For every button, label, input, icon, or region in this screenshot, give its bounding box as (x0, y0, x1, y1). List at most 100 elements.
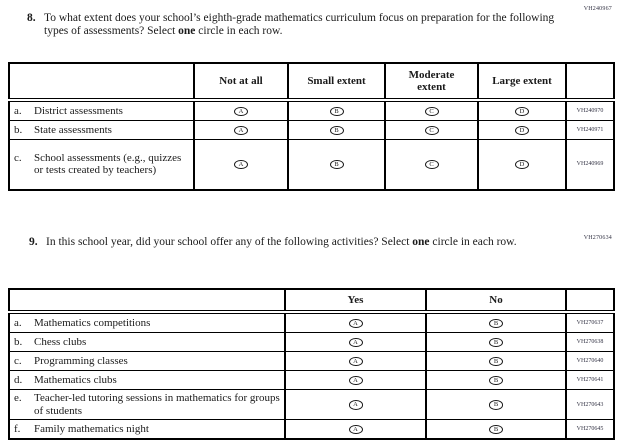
question-9-bold-word: one (412, 236, 430, 248)
table-row: c. Programming classes A B VH270640 (8, 351, 615, 371)
answer-bubble-b[interactable]: B (329, 125, 344, 136)
row-label: a. District assessments (14, 105, 191, 118)
row-label-text: School assessments (e.g., quizzes or tes… (34, 151, 182, 177)
row-label-text: State assessments (34, 123, 112, 136)
answer-bubble-cell: D (477, 99, 567, 121)
answer-bubble-cell: A (284, 419, 427, 440)
answer-bubble-b[interactable]: B (489, 356, 503, 367)
answer-bubble-a[interactable]: A (348, 318, 363, 329)
code-column-header (565, 62, 615, 102)
row-label-cell: a. Mathematics competitions (8, 311, 286, 333)
row-letter: d. (14, 373, 23, 386)
header-row: Not at all Small extent Moderate extent Lar… (8, 62, 615, 102)
row-label-cell: b. Chess clubs (8, 332, 286, 352)
column-header: Small extent (287, 62, 386, 102)
table-row: f. Family mathematics night A B VH270645 (8, 419, 615, 440)
row-vh-code: VH270640 (565, 351, 615, 371)
question-9-number: 9. (29, 236, 38, 248)
answer-bubble-a[interactable]: A (234, 125, 248, 136)
answer-bubble-b[interactable]: B (329, 106, 344, 117)
row-letter: b. (14, 335, 23, 348)
answer-bubble-cell: C (384, 120, 479, 140)
row-label: d. Mathematics clubs (14, 374, 282, 387)
table-row: b. State assessments A B C D VH240971 (8, 120, 615, 140)
q9-answer-table: Yes No a. Mathematics competitions A B VH2706… (8, 288, 615, 440)
row-label-cell: a. District assessments (8, 99, 195, 121)
row-label-text: Mathematics competitions (34, 316, 151, 329)
answer-bubble-a[interactable]: A (234, 159, 248, 170)
table-row: c. School assessments (e.g., quizzes or t… (8, 139, 615, 190)
answer-bubble-b[interactable]: B (489, 400, 503, 410)
answer-bubble-cell: B (287, 99, 386, 121)
row-label-cell: e. Teacher-led tutoring sessions in mathe… (8, 389, 286, 420)
row-letter: f. (14, 422, 21, 435)
table-row: e. Teacher-led tutoring sessions in mathe… (8, 389, 615, 420)
answer-bubble-b[interactable]: B (489, 337, 503, 348)
answer-bubble-b[interactable]: B (489, 424, 503, 435)
answer-bubble-a[interactable]: A (348, 356, 363, 367)
question9-vh-code: VH270634 (583, 235, 612, 241)
answer-bubble-d[interactable]: D (515, 125, 529, 136)
table-row: a. Mathematics competitions A B VH270637 (8, 311, 615, 333)
answer-bubble-cell: D (477, 120, 567, 140)
answer-bubble-a[interactable]: A (348, 337, 363, 348)
row-label-text: Chess clubs (34, 335, 87, 348)
answer-bubble-cell: A (284, 351, 427, 371)
answer-bubble-a[interactable]: A (348, 424, 363, 435)
row-label-text: Mathematics clubs (34, 373, 117, 386)
answer-bubble-cell: B (287, 120, 386, 140)
row-vh-code: VH270637 (565, 311, 615, 333)
row-label: f. Family mathematics night (14, 423, 282, 436)
answer-bubble-cell: B (425, 389, 567, 420)
row-label: b. State assessments (14, 124, 191, 137)
row-label-cell: b. State assessments (8, 120, 195, 140)
row-letter: c. (14, 151, 22, 164)
corner-cell (8, 62, 195, 102)
row-vh-code: VH240969 (565, 139, 615, 190)
code-column-header (565, 288, 615, 314)
answer-bubble-c[interactable]: C (424, 106, 439, 117)
answer-bubble-d[interactable]: D (515, 159, 529, 170)
question8-vh-code: VH240967 (583, 6, 612, 12)
row-vh-code: VH270645 (565, 419, 615, 440)
header-row: Yes No (8, 288, 615, 314)
row-label: c. Programming classes (14, 355, 282, 368)
answer-bubble-cell: A (284, 389, 427, 420)
row-label: e. Teacher-led tutoring sessions in mathe… (14, 392, 282, 417)
answer-bubble-b[interactable]: B (489, 318, 503, 329)
answer-bubble-cell: A (193, 99, 289, 121)
column-header: No (425, 288, 567, 314)
row-vh-code: VH240971 (565, 120, 615, 140)
answer-bubble-cell: C (384, 139, 479, 190)
answer-bubble-a[interactable]: A (234, 106, 248, 117)
answer-bubble-cell: B (425, 370, 567, 390)
answer-bubble-cell: B (425, 332, 567, 352)
question-8-number: 8. (27, 12, 36, 24)
answer-bubble-b[interactable]: B (489, 375, 503, 386)
answer-bubble-cell: B (425, 311, 567, 333)
answer-bubble-c[interactable]: C (424, 159, 439, 170)
row-vh-code: VH270643 (565, 389, 615, 420)
answer-bubble-c[interactable]: C (424, 125, 439, 136)
answer-bubble-d[interactable]: D (515, 106, 529, 117)
answer-bubble-cell: A (193, 120, 289, 140)
row-letter: a. (14, 104, 22, 117)
row-label: b. Chess clubs (14, 336, 282, 349)
answer-bubble-cell: A (284, 311, 427, 333)
row-letter: e. (14, 392, 22, 404)
answer-bubble-a[interactable]: A (348, 375, 363, 386)
answer-bubble-cell: B (287, 139, 386, 190)
answer-bubble-a[interactable]: A (348, 400, 363, 410)
question-9: 9. In this school year, did your school … (29, 236, 557, 249)
question-8-text-main: To what extent does your school’s eighth… (44, 12, 555, 37)
answer-bubble-b[interactable]: B (329, 159, 344, 170)
row-label-cell: c. Programming classes (8, 351, 286, 371)
answer-bubble-cell: B (425, 351, 567, 371)
table-row: a. District assessments A B C D VH240970 (8, 99, 615, 121)
row-label-cell: f. Family mathematics night (8, 419, 286, 440)
row-label-cell: c. School assessments (e.g., quizzes or t… (8, 139, 195, 190)
row-label-cell: d. Mathematics clubs (8, 370, 286, 390)
column-header: Large extent (477, 62, 567, 102)
answer-bubble-cell: A (284, 370, 427, 390)
question-8-text: To what extent does your school’s eighth… (44, 12, 555, 38)
